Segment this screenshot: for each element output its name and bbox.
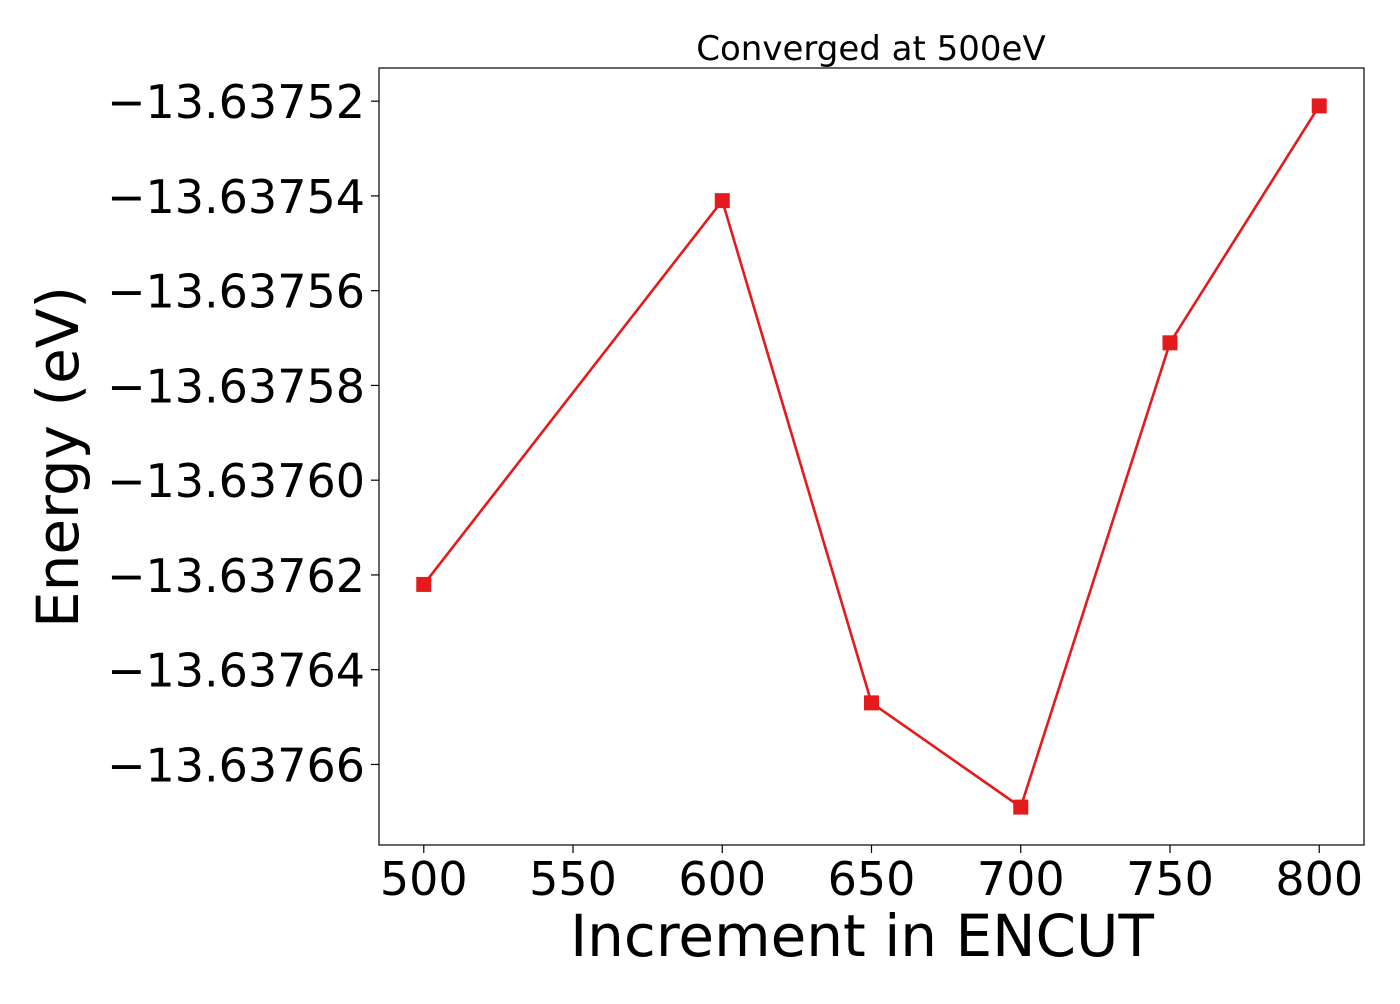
data-point-marker [1162,335,1178,351]
data-point-marker [1013,799,1029,815]
y-tick-label: −13.63752 [107,75,365,129]
x-tick-label: 550 [529,852,617,906]
data-point-marker [864,695,879,711]
series-layer [416,98,1327,815]
y-tick-label: −13.63762 [107,549,365,603]
data-point-marker [416,576,432,592]
plot-area-frame [378,67,1365,846]
x-tick-label: 500 [380,852,468,906]
y-tick-label: −13.63760 [107,454,365,508]
ticks-layer: 500 550 600 650 700 750 800 −13.63752 −13.63754 −… [107,75,1363,906]
series-line [422,105,1321,810]
y-tick-label: −13.63758 [107,359,365,413]
y-axis-label: Energy (eV) [24,286,92,628]
chart-title: Converged at 500eV [696,29,1045,69]
y-tick-label: −13.63756 [107,265,365,319]
x-tick-label: 700 [977,852,1065,906]
data-point-marker [714,193,730,209]
y-tick-label: −13.63766 [107,738,365,792]
y-tick-label: −13.63764 [107,644,365,698]
data-point-marker [1311,98,1327,114]
x-tick-label: 800 [1275,852,1363,906]
x-tick-label: 750 [1126,852,1214,906]
x-tick-label: 600 [678,852,766,906]
x-axis-label: Increment in ENCUT [570,902,1154,970]
x-tick-label: 650 [828,852,916,906]
y-tick-label: −13.63754 [107,170,365,224]
